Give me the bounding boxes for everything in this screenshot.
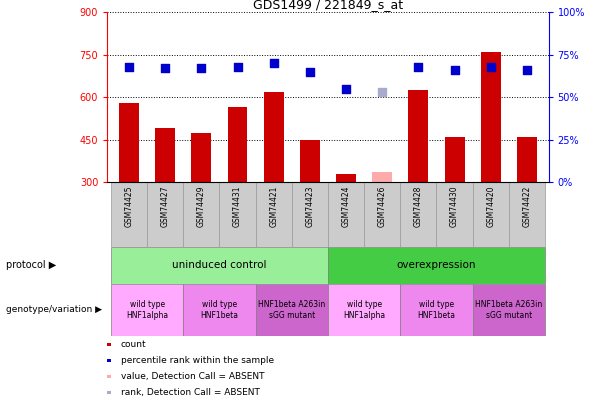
Bar: [328, 284, 400, 336]
Text: overexpression: overexpression: [397, 260, 476, 270]
Title: GDS1499 / 221849_s_at: GDS1499 / 221849_s_at: [253, 0, 403, 11]
Bar: [473, 284, 545, 336]
Bar: [119, 103, 139, 182]
Text: wild type
HNF1beta: wild type HNF1beta: [417, 300, 455, 320]
Point: [378, 89, 387, 95]
Bar: [256, 284, 328, 336]
Text: GSM74429: GSM74429: [197, 185, 206, 227]
Text: GSM74428: GSM74428: [414, 185, 423, 227]
Point: [486, 63, 496, 70]
Text: wild type
HNF1alpha: wild type HNF1alpha: [126, 300, 168, 320]
Point: [232, 63, 242, 70]
Bar: [183, 182, 219, 247]
Bar: [436, 182, 473, 247]
Text: HNF1beta A263in
sGG mutant: HNF1beta A263in sGG mutant: [258, 300, 326, 320]
Text: GSM74431: GSM74431: [233, 185, 242, 227]
Bar: [111, 247, 328, 284]
Text: GSM74430: GSM74430: [450, 185, 459, 227]
Text: percentile rank within the sample: percentile rank within the sample: [121, 356, 274, 365]
Bar: [364, 182, 400, 247]
Text: GSM74427: GSM74427: [161, 185, 170, 227]
Text: count: count: [121, 340, 147, 349]
Bar: [256, 182, 292, 247]
Text: wild type
HNF1beta: wild type HNF1beta: [200, 300, 238, 320]
Bar: [509, 182, 545, 247]
Bar: [400, 284, 473, 336]
Point: [450, 67, 460, 73]
Bar: [372, 173, 392, 182]
Bar: [191, 133, 211, 182]
Text: protocol ▶: protocol ▶: [6, 260, 56, 270]
Bar: [481, 52, 501, 182]
Point: [414, 63, 424, 70]
Text: GSM74420: GSM74420: [486, 185, 495, 227]
Bar: [300, 140, 320, 182]
Text: HNF1beta A263in
sGG mutant: HNF1beta A263in sGG mutant: [475, 300, 543, 320]
Text: wild type
HNF1alpha: wild type HNF1alpha: [343, 300, 385, 320]
Bar: [517, 137, 537, 182]
Point: [522, 67, 532, 73]
Bar: [444, 137, 465, 182]
Point: [124, 63, 134, 70]
Bar: [111, 182, 147, 247]
Point: [196, 65, 206, 72]
Text: GSM74426: GSM74426: [378, 185, 387, 227]
Text: genotype/variation ▶: genotype/variation ▶: [6, 305, 102, 314]
Bar: [328, 182, 364, 247]
Text: rank, Detection Call = ABSENT: rank, Detection Call = ABSENT: [121, 388, 260, 397]
Bar: [219, 182, 256, 247]
Bar: [147, 182, 183, 247]
Text: GSM74422: GSM74422: [522, 185, 531, 227]
Bar: [336, 174, 356, 182]
Text: GSM74423: GSM74423: [305, 185, 314, 227]
Text: GSM74424: GSM74424: [341, 185, 351, 227]
Bar: [183, 284, 256, 336]
Text: value, Detection Call = ABSENT: value, Detection Call = ABSENT: [121, 372, 264, 381]
Bar: [111, 284, 183, 336]
Bar: [473, 182, 509, 247]
Bar: [227, 107, 248, 182]
Bar: [400, 182, 436, 247]
Bar: [328, 247, 545, 284]
Point: [268, 60, 278, 66]
Text: uninduced control: uninduced control: [172, 260, 267, 270]
Text: GSM74421: GSM74421: [269, 185, 278, 227]
Point: [160, 65, 170, 72]
Bar: [155, 128, 175, 182]
Bar: [264, 92, 284, 182]
Text: GSM74425: GSM74425: [124, 185, 134, 227]
Bar: [292, 182, 328, 247]
Point: [305, 68, 314, 75]
Point: [341, 85, 351, 92]
Bar: [408, 90, 428, 182]
